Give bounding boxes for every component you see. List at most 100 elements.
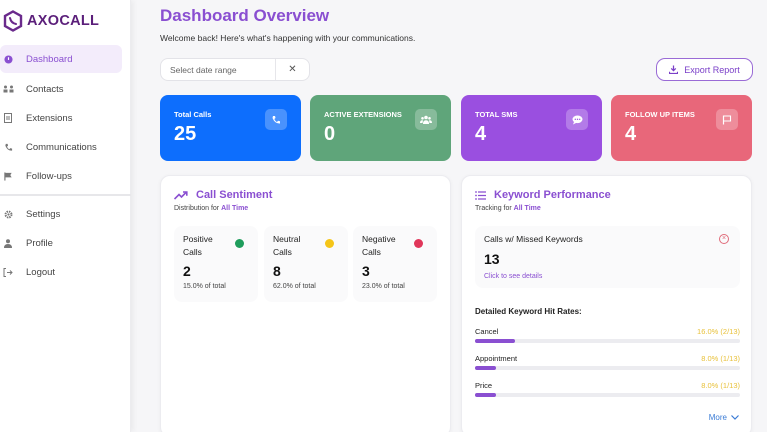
sidebar-item-label: Profile — [26, 237, 53, 249]
sidebar-item-settings[interactable]: Settings — [0, 200, 122, 228]
stat-label: Total Calls — [174, 110, 212, 119]
keyword-performance-card: Keyword Performance Tracking for All Tim… — [461, 175, 752, 432]
stat-card-follow-up-items[interactable]: FOLLOW UP ITEMS 4 — [611, 95, 752, 161]
keyword-row-appointment: Appointment 8.0% (1/13) — [475, 354, 740, 374]
call-sentiment-card: Call Sentiment Distribution for All Time… — [160, 175, 451, 432]
sentiment-value: 2 — [183, 263, 191, 279]
sidebar-item-label: Logout — [26, 266, 56, 278]
gear-icon — [1, 210, 15, 219]
sidebar-item-dashboard[interactable]: Dashboard — [0, 45, 122, 73]
progress-track — [475, 366, 740, 370]
sidebar-item-extensions[interactable]: Extensions — [0, 104, 122, 132]
sidebar-item-label: Contacts — [26, 83, 64, 95]
missed-keywords-box[interactable]: Calls w/ Missed Keywords × 13 Click to s… — [475, 226, 740, 288]
flag-icon — [716, 109, 738, 130]
sentiment-percent: 23.0% of total — [362, 283, 405, 290]
phone-icon — [265, 109, 287, 130]
keyword-row-price: Price 8.0% (1/13) — [475, 381, 740, 401]
chevron-down-icon — [731, 415, 739, 420]
sidebar-item-label: Settings — [26, 208, 61, 220]
sentiment-label: Positive Calls — [183, 234, 213, 257]
keyword-rate: 16.0% (2/13) — [697, 327, 740, 336]
progress-track — [475, 339, 740, 343]
stat-value: 4 — [475, 123, 487, 145]
stat-label: FOLLOW UP ITEMS — [625, 110, 695, 119]
dashboard-icon — [1, 54, 15, 64]
sentiment-value: 3 — [362, 263, 370, 279]
sentiment-negative[interactable]: Negative Calls 3 23.0% of total — [353, 226, 437, 302]
sidebar-item-profile[interactable]: Profile — [0, 229, 122, 257]
sidebar-item-label: Dashboard — [26, 53, 73, 65]
more-label: More — [708, 413, 727, 422]
progress-fill — [475, 366, 497, 370]
missed-keywords-value: 13 — [484, 251, 500, 267]
card-title: Keyword Performance — [475, 189, 611, 201]
export-report-label: Export Report — [684, 64, 740, 75]
sentiment-label: Neutral Calls — [273, 234, 301, 257]
stat-card-total-sms[interactable]: TOTAL SMS 4 — [461, 95, 602, 161]
list-icon — [475, 190, 486, 200]
frown-icon — [414, 239, 423, 248]
sidebar-item-follow-ups[interactable]: Follow-ups — [0, 162, 122, 190]
clear-date-button[interactable]: ✕ — [275, 59, 309, 80]
stat-value: 25 — [174, 123, 197, 145]
progress-fill — [475, 339, 515, 343]
more-button[interactable]: More — [709, 413, 739, 422]
keyword-name: Price — [475, 381, 493, 390]
keyword-performance-title: Keyword Performance — [494, 189, 611, 201]
keyword-rate: 8.0% (1/13) — [701, 381, 740, 390]
card-title: Call Sentiment — [174, 189, 272, 201]
stat-label: TOTAL SMS — [475, 110, 518, 119]
sidebar-item-label: Follow-ups — [26, 170, 72, 182]
subtitle-range: All Time — [513, 205, 541, 212]
date-range-input[interactable]: Select date range — [170, 64, 237, 75]
brand-name: AXOCALL — [27, 13, 100, 29]
sidebar-item-logout[interactable]: Logout — [0, 258, 122, 286]
user-icon — [1, 238, 15, 248]
keyword-rate: 8.0% (1/13) — [701, 354, 740, 363]
logo[interactable]: AXOCALL — [3, 10, 99, 32]
chat-icon — [566, 109, 588, 130]
keyword-hit-rates-heading: Detailed Keyword Hit Rates: — [475, 307, 582, 316]
close-circle-icon: × — [719, 234, 729, 244]
logo-icon — [3, 10, 23, 32]
see-details-link[interactable]: Click to see details — [484, 273, 543, 280]
extensions-icon — [1, 113, 15, 123]
call-sentiment-title: Call Sentiment — [196, 189, 273, 201]
page-subtitle: Welcome back! Here's what's happening wi… — [160, 33, 416, 43]
subtitle-prefix: Tracking for — [475, 205, 512, 212]
sidebar: AXOCALL Dashboard Contacts Extensions Co… — [0, 0, 131, 432]
trending-up-icon — [174, 190, 188, 200]
sidebar-divider — [0, 194, 131, 196]
download-icon — [669, 65, 679, 74]
subtitle-prefix: Distribution for — [174, 205, 220, 212]
stat-value: 4 — [625, 123, 637, 145]
contacts-icon — [1, 85, 15, 94]
card-subtitle: Distribution for All Time — [174, 205, 248, 212]
date-range-picker[interactable]: Select date range ✕ — [160, 58, 310, 81]
sentiment-percent: 15.0% of total — [183, 283, 226, 290]
page-title: Dashboard Overview — [160, 6, 330, 25]
export-report-button[interactable]: Export Report — [656, 58, 753, 81]
sidebar-item-communications[interactable]: Communications — [0, 133, 122, 161]
stat-card-active-extensions[interactable]: ACTIVE EXTENSIONS 0 — [310, 95, 451, 161]
sidebar-item-label: Communications — [26, 141, 97, 153]
sentiment-positive[interactable]: Positive Calls 2 15.0% of total — [174, 226, 258, 302]
missed-keywords-label: Calls w/ Missed Keywords — [484, 234, 583, 244]
stat-card-total-calls[interactable]: Total Calls 25 — [160, 95, 301, 161]
card-subtitle: Tracking for All Time — [475, 205, 541, 212]
progress-fill — [475, 393, 497, 397]
sentiment-value: 8 — [273, 263, 281, 279]
stat-value: 0 — [324, 123, 336, 145]
keyword-name: Appointment — [475, 354, 518, 363]
main-content: Dashboard Overview Welcome back! Here's … — [131, 0, 767, 432]
progress-track — [475, 393, 740, 397]
sidebar-item-contacts[interactable]: Contacts — [0, 75, 122, 103]
sentiment-percent: 62.0% of total — [273, 283, 316, 290]
stat-label: ACTIVE EXTENSIONS — [324, 110, 402, 119]
neutral-face-icon — [325, 239, 334, 248]
users-icon — [415, 109, 437, 130]
sentiment-neutral[interactable]: Neutral Calls 8 62.0% of total — [264, 226, 348, 302]
logout-icon — [1, 267, 15, 277]
sentiment-label: Negative Calls — [362, 234, 396, 257]
